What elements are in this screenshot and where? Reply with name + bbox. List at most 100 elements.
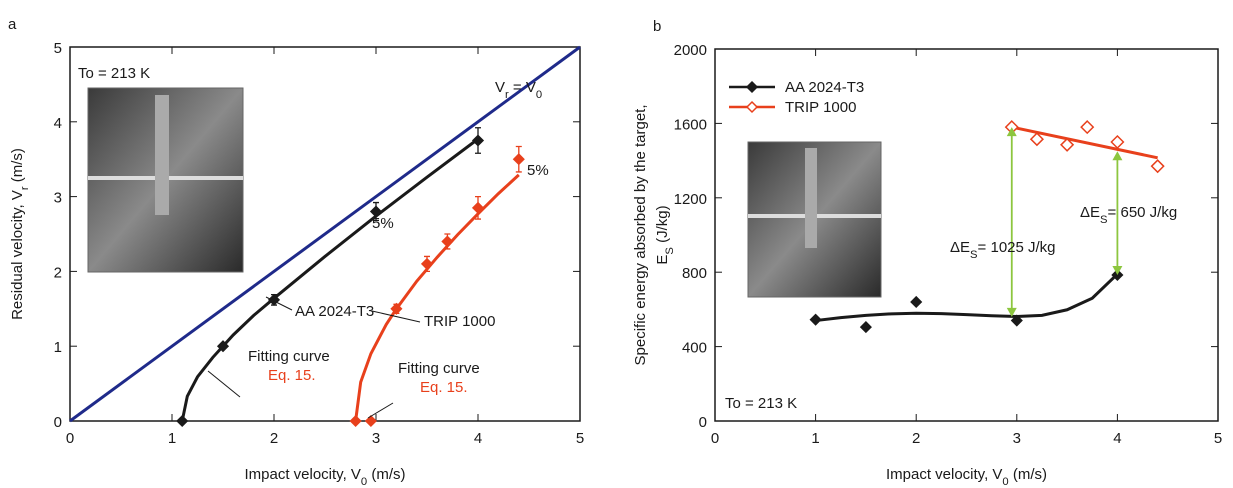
delta-label: ΔES= 1025 J/kg bbox=[950, 239, 1056, 261]
leader-line bbox=[207, 370, 241, 398]
inset-photo-b bbox=[747, 141, 882, 298]
y-tick-label: 2000 bbox=[674, 42, 707, 59]
y-tick-label: 1 bbox=[54, 339, 62, 356]
delta-label-part: ΔE bbox=[1080, 204, 1100, 221]
x-tick-label: 3 bbox=[1013, 430, 1021, 447]
data-point bbox=[1110, 134, 1125, 150]
legend-marker bbox=[745, 100, 759, 114]
y-tick-label: 1600 bbox=[674, 116, 707, 133]
leader-line bbox=[265, 296, 293, 311]
delta-label-part: = 650 J/kg bbox=[1108, 204, 1178, 221]
x-axis-label: Impact velocity, V0 (m/s) bbox=[886, 466, 1047, 488]
reference-label-part: 0 bbox=[536, 89, 542, 101]
x-tick-label: 3 bbox=[372, 430, 380, 447]
delta-label-part: S bbox=[970, 249, 978, 261]
delta-label-part: S bbox=[1100, 214, 1108, 226]
x-tick-label: 1 bbox=[811, 430, 819, 447]
y-axis-label: Residual velocity, Vr (m/s) bbox=[9, 148, 31, 320]
x-tick-label: 4 bbox=[1113, 430, 1121, 447]
x-axis-label-part: (m/s) bbox=[1009, 466, 1047, 483]
x-tick-label: 4 bbox=[474, 430, 482, 447]
data-point bbox=[471, 201, 485, 214]
y-axis-label-part: (J/kg) bbox=[654, 205, 671, 247]
x-axis-label-part: 0 bbox=[361, 476, 367, 488]
annotation: To = 213 K bbox=[725, 395, 797, 412]
fit-curve bbox=[815, 272, 1119, 323]
annotation: 5% bbox=[527, 162, 549, 179]
fit-curve bbox=[180, 137, 479, 422]
data-point bbox=[859, 321, 872, 334]
y-tick-label: 1200 bbox=[674, 191, 707, 208]
y-tick-label: 0 bbox=[54, 414, 62, 431]
x-axis-label-part: Impact velocity, V bbox=[886, 466, 1002, 483]
plot-frame bbox=[69, 46, 581, 422]
data-point bbox=[910, 295, 923, 309]
annotation: To = 213 K bbox=[78, 65, 150, 82]
x-tick-label: 2 bbox=[270, 430, 278, 447]
data-point bbox=[1010, 314, 1023, 327]
y-axis-label-part: Specific energy absorbed by the target, bbox=[632, 105, 649, 366]
x-tick-label: 5 bbox=[1214, 430, 1222, 447]
delta-label-part: ΔE bbox=[950, 239, 970, 256]
data-point bbox=[349, 414, 362, 428]
y-axis-label-part: r bbox=[19, 186, 31, 190]
data-point bbox=[512, 153, 525, 166]
x-axis-label-part: (m/s) bbox=[367, 466, 405, 483]
y-axis-label: ES (J/kg) bbox=[654, 205, 676, 264]
legend-label: TRIP 1000 bbox=[785, 99, 856, 116]
y-axis-label-part: E bbox=[654, 255, 671, 265]
legend-marker bbox=[745, 80, 759, 94]
y-tick-label: 3 bbox=[54, 190, 62, 207]
data-point bbox=[1029, 132, 1044, 147]
data-point bbox=[176, 414, 189, 428]
series-label: AA 2024-T3 bbox=[295, 303, 374, 320]
x-axis-label-part: Impact velocity, V bbox=[244, 466, 360, 483]
leader-line bbox=[371, 310, 421, 323]
inset-photo-a bbox=[87, 87, 244, 273]
delta-label-part: = 1025 J/kg bbox=[978, 239, 1056, 256]
fit-curve bbox=[354, 173, 520, 422]
annotation: Eq. 15. bbox=[268, 367, 316, 384]
y-tick-label: 5 bbox=[54, 40, 62, 57]
data-point bbox=[809, 313, 822, 326]
y-tick-label: 4 bbox=[54, 115, 62, 132]
delta-label: ΔES= 650 J/kg bbox=[1080, 204, 1177, 226]
reference-label-part: = V bbox=[509, 79, 536, 96]
y-tick-label: 0 bbox=[699, 414, 707, 431]
y-tick-label: 800 bbox=[682, 265, 707, 282]
x-tick-label: 5 bbox=[576, 430, 584, 447]
leader-line bbox=[367, 402, 394, 419]
x-axis-label-part: 0 bbox=[1002, 476, 1008, 488]
data-point bbox=[390, 302, 403, 315]
reference-line bbox=[69, 45, 581, 423]
y-axis-label: Specific energy absorbed by the target, bbox=[632, 105, 649, 366]
fit-curve bbox=[1011, 125, 1158, 160]
y-axis-label-part: S bbox=[664, 247, 676, 255]
reference-label: Vr = V0 bbox=[495, 79, 542, 101]
x-axis-label: Impact velocity, V0 (m/s) bbox=[244, 466, 405, 488]
panel-label: b bbox=[653, 18, 661, 35]
annotation: Eq. 15. bbox=[420, 379, 468, 396]
y-axis-label-part: Residual velocity, V bbox=[9, 190, 26, 320]
annotation: Fitting curve bbox=[398, 360, 480, 377]
data-point bbox=[364, 414, 377, 428]
y-tick-label: 400 bbox=[682, 340, 707, 357]
annotation: Fitting curve bbox=[248, 348, 330, 365]
plot-frame bbox=[714, 48, 1219, 422]
reference-label-part: r bbox=[505, 89, 509, 101]
data-point bbox=[441, 235, 454, 248]
legend-label: AA 2024-T3 bbox=[785, 79, 864, 96]
x-tick-label: 0 bbox=[711, 430, 719, 447]
data-point bbox=[216, 340, 230, 353]
y-axis-label-part: (m/s) bbox=[9, 148, 26, 186]
x-tick-label: 1 bbox=[168, 430, 176, 447]
x-tick-label: 2 bbox=[912, 430, 920, 447]
data-point bbox=[1150, 159, 1165, 174]
reference-label-part: V bbox=[495, 79, 505, 96]
data-point bbox=[471, 134, 485, 147]
data-point bbox=[1060, 137, 1075, 152]
data-point bbox=[420, 257, 434, 270]
y-tick-label: 2 bbox=[54, 264, 62, 281]
series-label: TRIP 1000 bbox=[424, 313, 495, 330]
